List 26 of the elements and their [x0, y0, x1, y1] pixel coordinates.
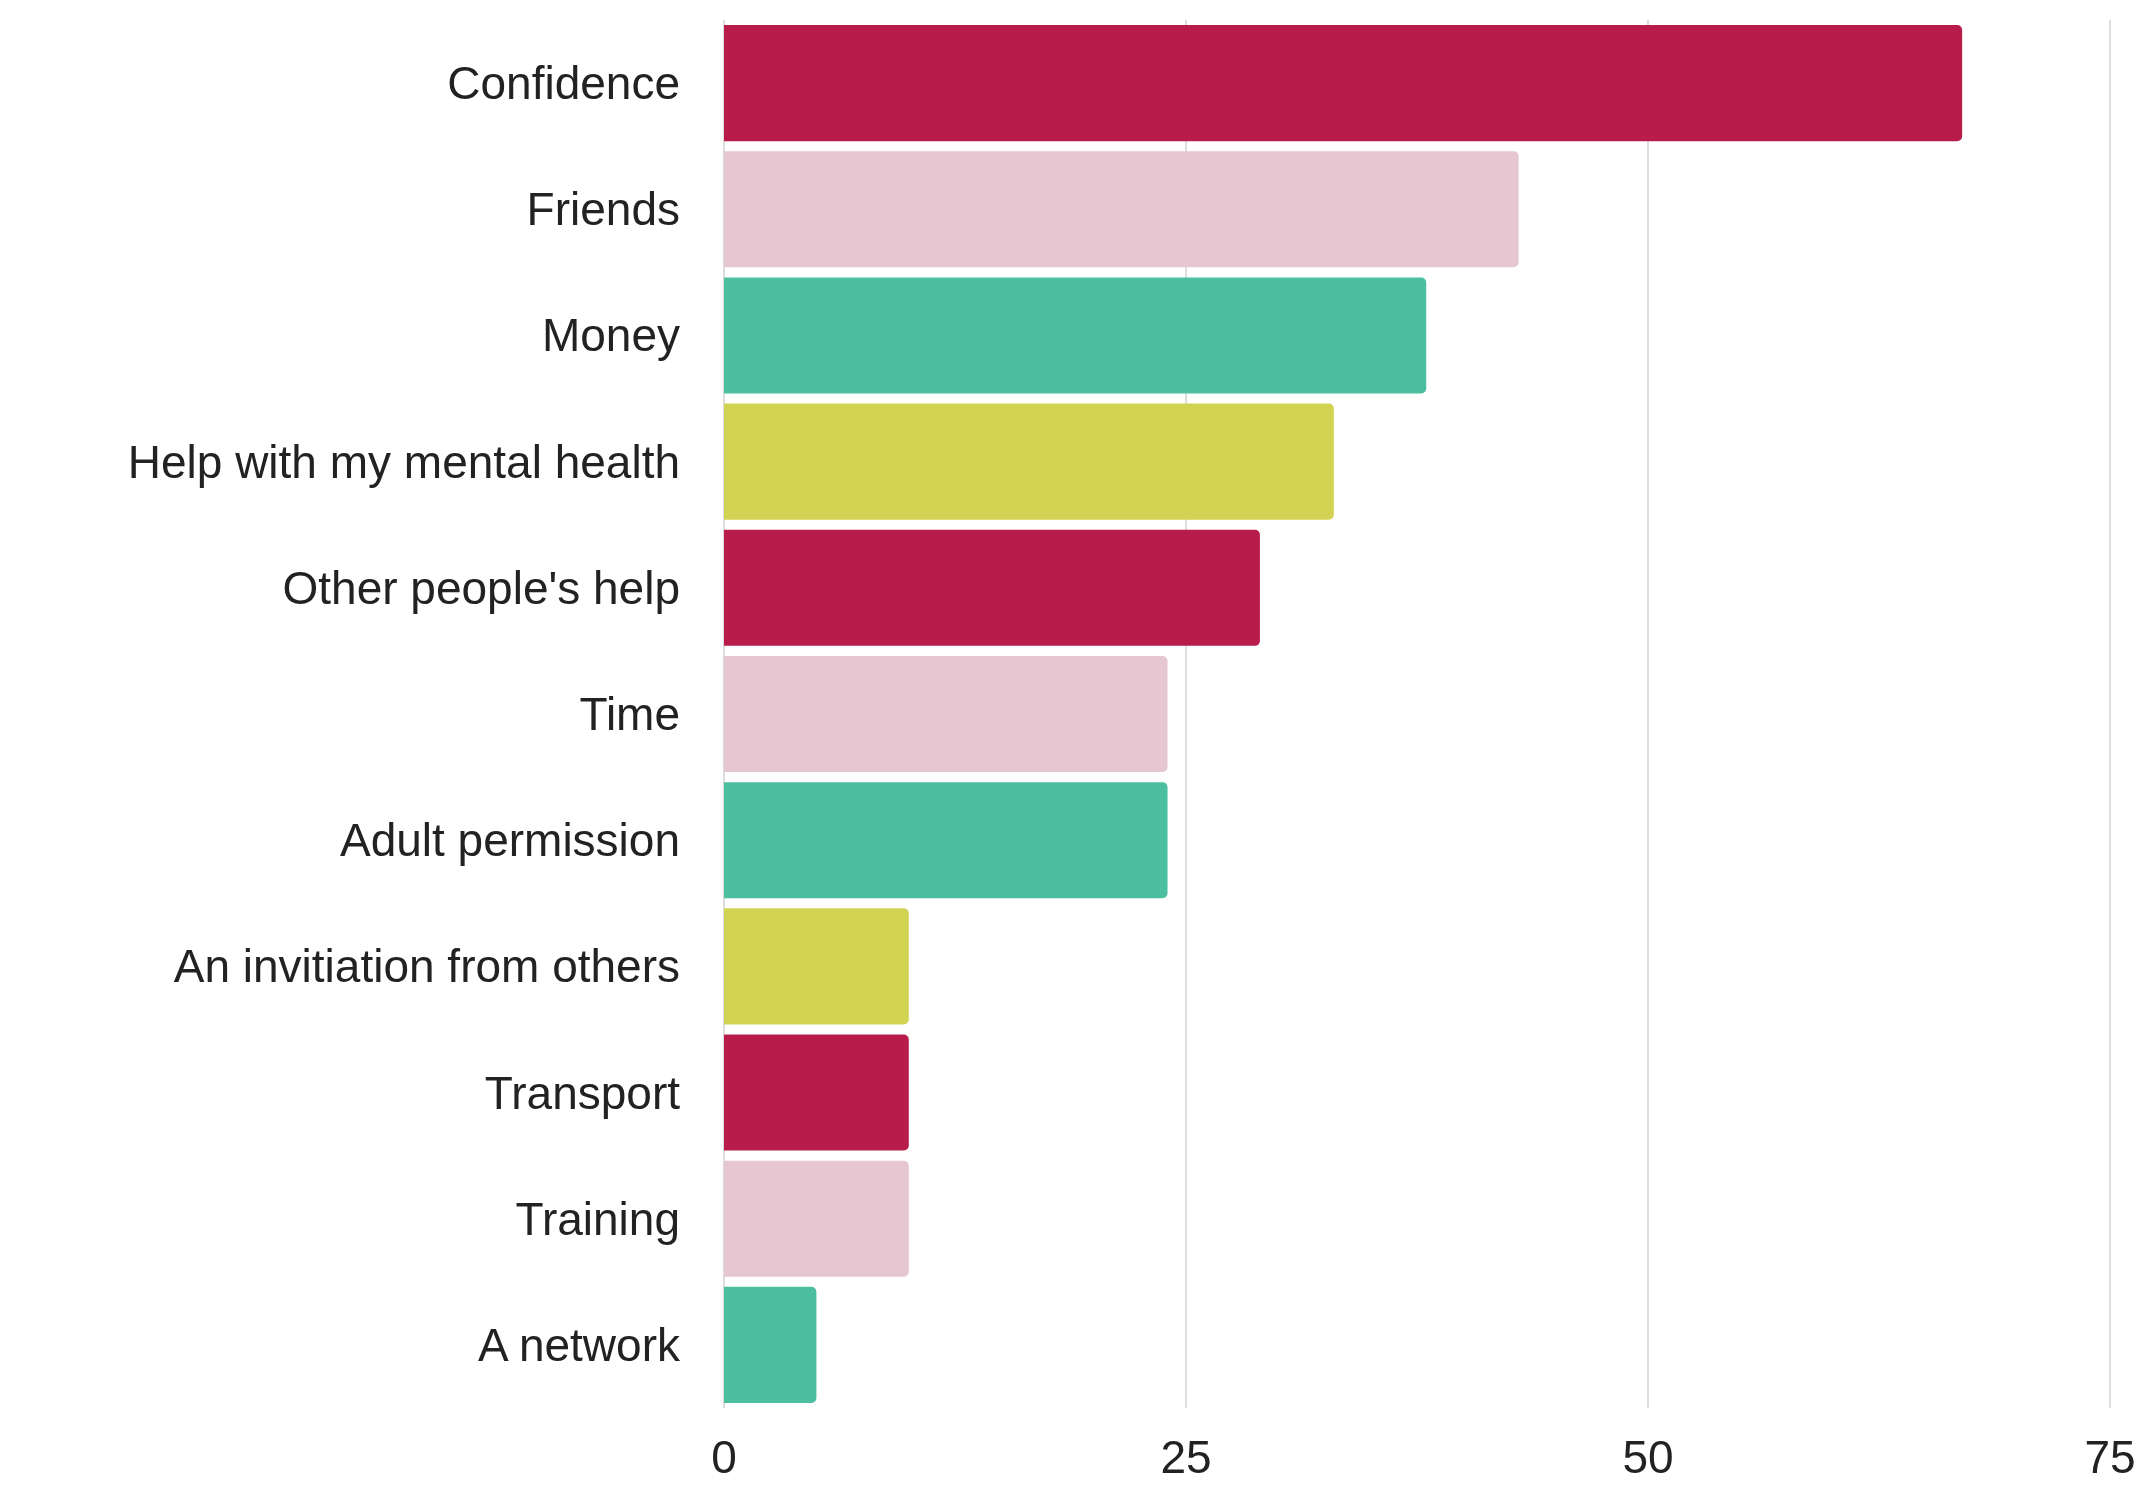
y-tick-label: Training: [515, 1192, 680, 1245]
y-tick-label: Other people's help: [282, 561, 680, 614]
x-tick-label: 0: [711, 1431, 737, 1483]
y-tick-label: Help with my mental health: [127, 435, 680, 488]
bar: [724, 1034, 909, 1151]
bar: [724, 1286, 817, 1403]
x-tick-label: 75: [2084, 1431, 2136, 1483]
x-tick-label: 50: [1622, 1431, 1674, 1483]
y-tick-label: Adult permission: [339, 814, 680, 867]
y-tick-label: Money: [541, 309, 680, 362]
bar: [724, 25, 1963, 142]
bar: [724, 1160, 909, 1277]
y-tick-label: Friends: [526, 183, 680, 236]
bar: [724, 529, 1260, 646]
y-tick-label: Transport: [484, 1066, 681, 1119]
y-tick-label: A network: [478, 1318, 681, 1371]
bar: [724, 655, 1168, 773]
bar: [724, 277, 1427, 394]
y-tick-label: Confidence: [447, 57, 680, 110]
x-tick-label: 25: [1160, 1431, 1212, 1483]
bar: [724, 908, 909, 1025]
bar: [724, 782, 1168, 899]
y-tick-label: An invitiation from others: [173, 940, 680, 993]
bar: [724, 151, 1519, 268]
bar: [724, 403, 1334, 520]
y-tick-label: Time: [579, 688, 680, 740]
